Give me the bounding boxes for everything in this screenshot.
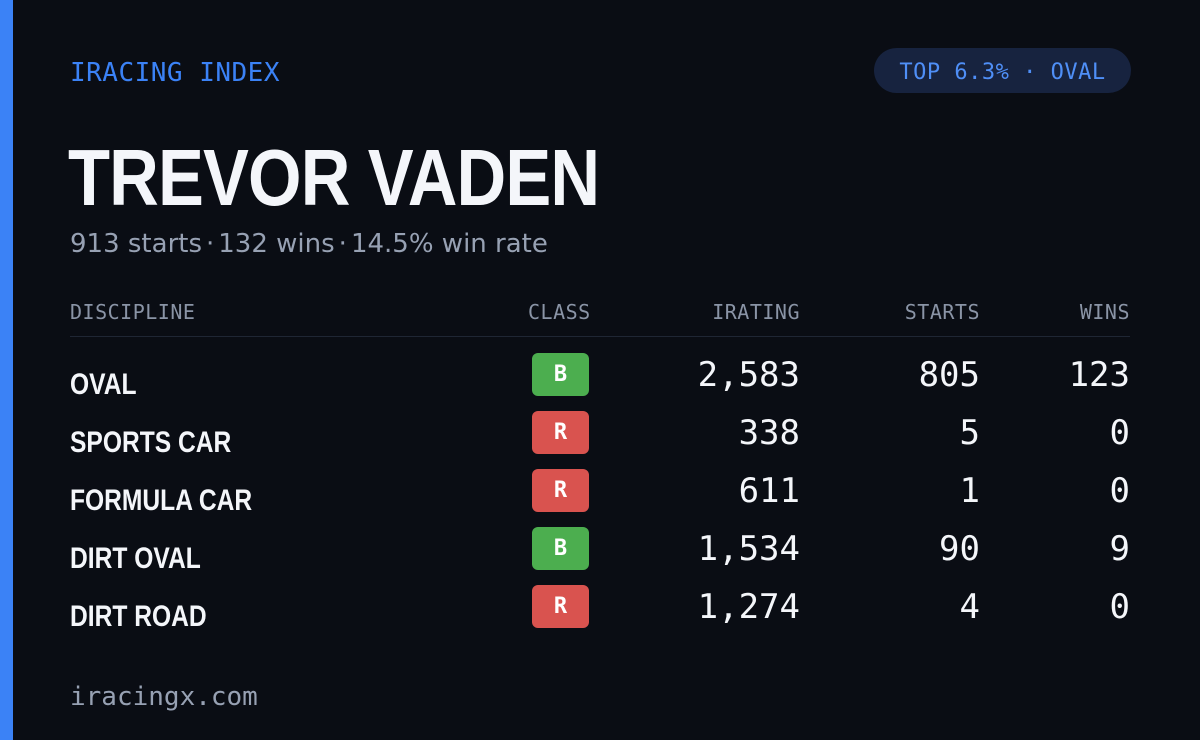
- irating-value: 338: [738, 413, 800, 453]
- wins-value: 0: [1109, 413, 1130, 453]
- class-badge: R: [532, 411, 589, 454]
- table-row: DIRT OVAL B 1,534 90 9: [70, 527, 1130, 585]
- wins-value: 0: [1109, 587, 1130, 627]
- driver-name: TREVOR VADEN: [68, 133, 600, 222]
- irating-value: 1,534: [697, 529, 800, 569]
- starts-value: 5: [959, 413, 980, 453]
- accent-bar: [0, 0, 13, 740]
- discipline-name: DIRT OVAL: [70, 542, 201, 575]
- discipline-name: OVAL: [70, 368, 137, 401]
- brand-title: IRACING INDEX: [70, 58, 280, 88]
- wins-value: 123: [1068, 355, 1130, 395]
- summary-starts: 913 starts: [70, 229, 202, 259]
- driver-summary: 913 starts · 132 wins · 14.5% win rate: [70, 226, 548, 262]
- starts-value: 1: [959, 471, 980, 511]
- starts-value: 90: [939, 529, 980, 569]
- discipline-name: FORMULA CAR: [70, 484, 253, 517]
- table-body: OVAL B 2,583 805 123 SPORTS CAR R 338 5 …: [70, 337, 1130, 643]
- header-discipline: DISCIPLINE: [70, 300, 196, 324]
- irating-value: 2,583: [697, 355, 800, 395]
- header-wins: WINS: [1079, 300, 1130, 324]
- header-starts: STARTS: [904, 300, 980, 324]
- header-irating: IRATING: [712, 300, 800, 324]
- summary-win-rate: 14.5% win rate: [350, 229, 548, 259]
- irating-value: 1,274: [697, 587, 800, 627]
- irating-value: 611: [738, 471, 800, 511]
- class-badge: R: [532, 585, 589, 628]
- starts-value: 805: [918, 355, 980, 395]
- summary-separator: ·: [338, 229, 347, 259]
- table-row: OVAL B 2,583 805 123: [70, 353, 1130, 411]
- footer-domain[interactable]: iracingx.com: [70, 682, 258, 712]
- table-row: DIRT ROAD R 1,274 4 0: [70, 585, 1130, 643]
- table-row: SPORTS CAR R 338 5 0: [70, 411, 1130, 469]
- class-badge: B: [532, 353, 589, 396]
- rank-pill: TOP 6.3% · OVAL: [874, 48, 1131, 93]
- discipline-table: DISCIPLINE CLASS IRATING STARTS WINS OVA…: [70, 296, 1130, 643]
- discipline-name: SPORTS CAR: [70, 426, 232, 459]
- header-class: CLASS: [528, 300, 591, 324]
- wins-value: 0: [1109, 471, 1130, 511]
- wins-value: 9: [1109, 529, 1130, 569]
- class-badge: B: [532, 527, 589, 570]
- table-row: FORMULA CAR R 611 1 0: [70, 469, 1130, 527]
- starts-value: 4: [959, 587, 980, 627]
- table-header: DISCIPLINE CLASS IRATING STARTS WINS: [70, 296, 1130, 337]
- class-badge: R: [532, 469, 589, 512]
- summary-separator: ·: [206, 229, 215, 259]
- discipline-name: DIRT ROAD: [70, 600, 207, 633]
- summary-wins: 132 wins: [218, 229, 335, 259]
